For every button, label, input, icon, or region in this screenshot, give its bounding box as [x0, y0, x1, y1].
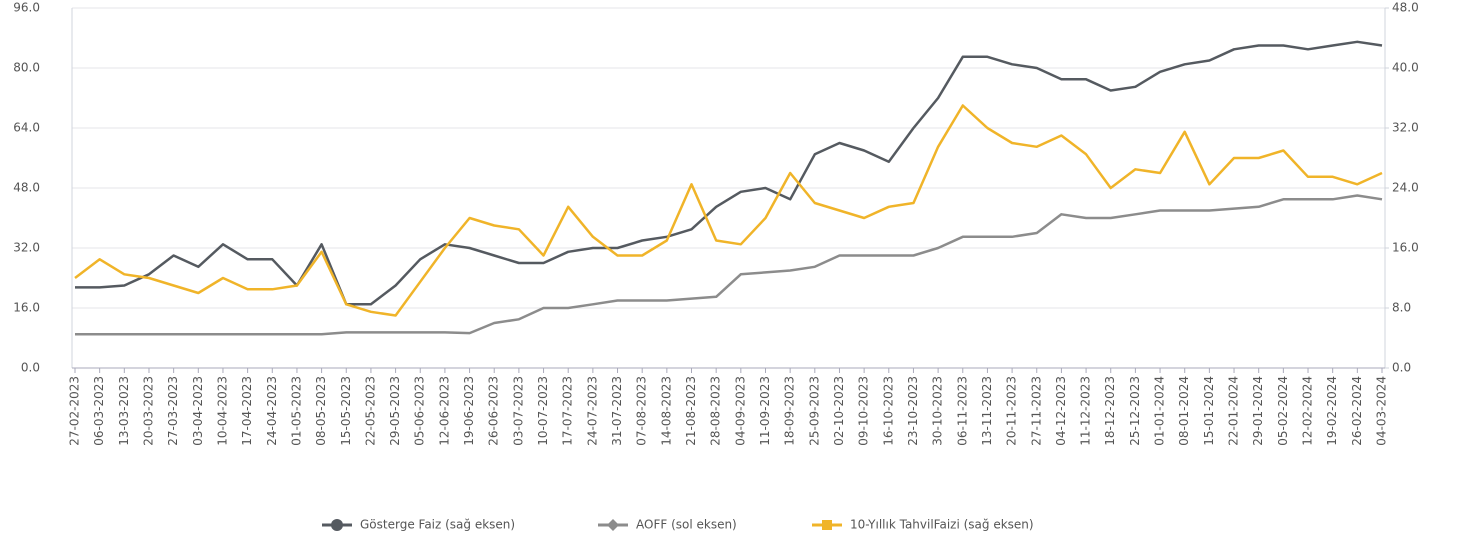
y-tick-label: 80.0	[13, 61, 40, 75]
legend-label: 10-Yıllık TahvilFaizi (sağ eksen)	[850, 518, 1034, 532]
x-tick-label: 02-10-2023	[832, 376, 846, 446]
y2-tick-label: 40.0	[1392, 61, 1419, 75]
legend-marker	[331, 519, 343, 531]
y-tick-label: 32.0	[13, 241, 40, 255]
legend-item: 10-Yıllık TahvilFaizi (sağ eksen)	[812, 518, 1034, 532]
x-tick-label: 23-10-2023	[906, 376, 920, 446]
y-tick-label: 0.0	[21, 361, 40, 375]
x-tick-label: 15-05-2023	[339, 376, 353, 446]
x-tick-label: 11-09-2023	[758, 376, 772, 446]
x-tick-label: 13-11-2023	[980, 376, 994, 446]
x-tick-label: 29-05-2023	[388, 376, 402, 446]
x-tick-label: 24-07-2023	[585, 376, 599, 446]
y2-tick-label: 24.0	[1392, 181, 1419, 195]
x-tick-label: 17-07-2023	[561, 376, 575, 446]
legend-item: AOFF (sol eksen)	[598, 518, 737, 532]
x-tick-label: 15-01-2024	[1202, 376, 1216, 446]
x-tick-label: 26-06-2023	[487, 376, 501, 446]
x-tick-label: 09-10-2023	[857, 376, 871, 446]
x-tick-label: 04-12-2023	[1054, 376, 1068, 446]
y-tick-label: 16.0	[13, 301, 40, 315]
x-tick-label: 04-09-2023	[733, 376, 747, 446]
legend-marker	[607, 519, 619, 531]
x-tick-label: 28-08-2023	[709, 376, 723, 446]
x-tick-label: 10-07-2023	[536, 376, 550, 446]
x-tick-label: 10-04-2023	[215, 376, 229, 446]
x-tick-label: 25-09-2023	[807, 376, 821, 446]
x-tick-label: 20-03-2023	[141, 376, 155, 446]
y-tick-label: 96.0	[13, 1, 40, 15]
legend-item: Gösterge Faiz (sağ eksen)	[322, 518, 515, 532]
x-tick-label: 29-01-2024	[1251, 376, 1265, 446]
x-tick-label: 21-08-2023	[684, 376, 698, 446]
x-tick-label: 01-01-2024	[1153, 376, 1167, 446]
legend-label: AOFF (sol eksen)	[636, 518, 737, 532]
series-line	[75, 40, 1383, 306]
x-tick-label: 05-02-2024	[1276, 376, 1290, 446]
x-tick-label: 01-05-2023	[289, 376, 303, 446]
x-tick-label: 13-03-2023	[117, 376, 131, 446]
x-tick-label: 06-11-2023	[955, 376, 969, 446]
x-tick-label: 31-07-2023	[610, 376, 624, 446]
x-tick-label: 18-12-2023	[1103, 376, 1117, 446]
x-tick-label: 08-05-2023	[314, 376, 328, 446]
x-tick-label: 24-04-2023	[265, 376, 279, 446]
x-tick-label: 06-03-2023	[92, 376, 106, 446]
x-tick-label: 27-03-2023	[166, 376, 180, 446]
series-line	[75, 194, 1383, 336]
y-tick-label: 48.0	[13, 181, 40, 195]
x-tick-label: 27-02-2023	[68, 376, 82, 446]
y2-tick-label: 32.0	[1392, 121, 1419, 135]
x-tick-label: 03-04-2023	[191, 376, 205, 446]
x-tick-label: 04-03-2024	[1375, 376, 1389, 446]
y2-tick-label: 48.0	[1392, 1, 1419, 15]
y-tick-label: 64.0	[13, 121, 40, 135]
x-tick-label: 25-12-2023	[1128, 376, 1142, 446]
x-tick-label: 14-08-2023	[659, 376, 673, 446]
y2-tick-label: 16.0	[1392, 241, 1419, 255]
x-tick-label: 19-06-2023	[462, 376, 476, 446]
x-tick-label: 22-01-2024	[1227, 376, 1241, 446]
x-tick-label: 03-07-2023	[511, 376, 525, 446]
x-tick-label: 17-04-2023	[240, 376, 254, 446]
x-tick-label: 26-02-2024	[1350, 376, 1364, 446]
x-tick-label: 30-10-2023	[931, 376, 945, 446]
legend-label: Gösterge Faiz (sağ eksen)	[360, 518, 515, 532]
x-tick-label: 16-10-2023	[881, 376, 895, 446]
x-tick-label: 12-02-2024	[1301, 376, 1315, 446]
x-tick-label: 05-06-2023	[413, 376, 427, 446]
x-tick-label: 20-11-2023	[1005, 376, 1019, 446]
x-tick-label: 12-06-2023	[437, 376, 451, 446]
x-tick-label: 27-11-2023	[1029, 376, 1043, 446]
x-tick-label: 22-05-2023	[363, 376, 377, 446]
x-tick-label: 07-08-2023	[635, 376, 649, 446]
y2-tick-label: 8.0	[1392, 301, 1411, 315]
x-tick-label: 18-09-2023	[783, 376, 797, 446]
y2-tick-label: 0.0	[1392, 361, 1411, 375]
x-tick-label: 11-12-2023	[1079, 376, 1093, 446]
series-line	[74, 104, 1383, 317]
legend-marker	[822, 520, 832, 530]
x-tick-label: 19-02-2024	[1325, 376, 1339, 446]
x-tick-label: 08-01-2024	[1177, 376, 1191, 446]
